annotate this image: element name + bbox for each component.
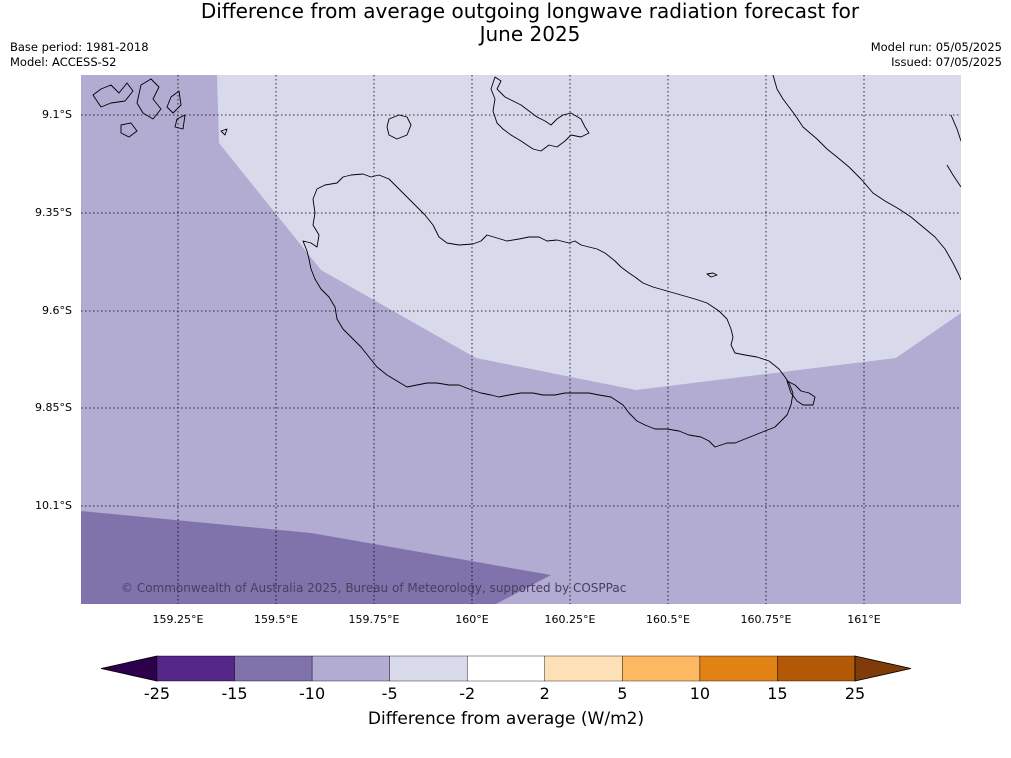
longitude-label: 161°E <box>847 613 881 626</box>
latitude-label: 9.1°S <box>42 108 72 121</box>
colorbar-svg <box>100 655 912 682</box>
longitude-label: 159.5°E <box>254 613 298 626</box>
colorbar-tick-label: -15 <box>221 684 248 703</box>
latitude-label: 10.1°S <box>35 499 72 512</box>
gridlines <box>81 75 961 604</box>
longitude-label: 160°E <box>455 613 489 626</box>
issued-date: Issued: 07/05/2025 <box>891 55 1002 69</box>
colorbar-segment <box>311 655 390 682</box>
coastlines <box>92 75 961 448</box>
colorbar-tick-label: -2 <box>459 684 476 703</box>
colorbar <box>100 654 912 684</box>
meta-left: Base period: 1981-2018 Model: ACCESS-S2 <box>10 40 149 70</box>
longitude-label: 159.75°E <box>348 613 400 626</box>
colorbar-extend-low <box>100 655 158 682</box>
title-line-1: Difference from average outgoing longwav… <box>200 0 860 23</box>
coastline-malaita-north <box>946 114 961 188</box>
latitude-label: 9.85°S <box>35 401 72 414</box>
map-svg <box>81 75 961 604</box>
coastline-eastern-tip <box>786 380 816 406</box>
model-name: Model: ACCESS-S2 <box>10 55 117 69</box>
colorbar-tick-label: 2 <box>539 684 550 703</box>
coastline-florida-islands <box>490 76 590 152</box>
colorbar-extend-high <box>854 655 912 682</box>
colorbar-tick-label: -25 <box>143 684 171 703</box>
longitude-label: 160.75°E <box>740 613 792 626</box>
colorbar-tick-label: -10 <box>299 684 326 703</box>
map-panel <box>81 75 961 604</box>
meta-right: Model run: 05/05/2025 Issued: 07/05/2025 <box>871 40 1002 70</box>
longitude-label: 159.25°E <box>152 613 204 626</box>
coastline-malaita <box>772 75 961 281</box>
latitude-label: 9.35°S <box>35 206 72 219</box>
colorbar-tick-label: 25 <box>844 684 866 703</box>
title-line-2: June 2025 <box>479 22 581 46</box>
base-period: Base period: 1981-2018 <box>10 40 149 54</box>
coastline-nw-islands <box>92 78 228 138</box>
colorbar-tick-label: -5 <box>381 684 398 703</box>
copyright-notice: © Commonwealth of Australia 2025, Bureau… <box>121 581 627 595</box>
colorbar-segment <box>467 655 545 682</box>
fill-region-minus5-minus2 <box>217 75 961 390</box>
colorbar-tick-label: 10 <box>689 684 711 703</box>
colorbar-segment <box>777 655 856 682</box>
fill-region-minus15-minus10 <box>81 511 551 604</box>
colorbar-segment <box>622 655 701 682</box>
colorbar-segment <box>389 655 468 682</box>
model-run-date: Model run: 05/05/2025 <box>870 40 1002 54</box>
colorbar-segment <box>544 655 623 682</box>
colorbar-tick-label: 15 <box>767 684 788 703</box>
colorbar-segment <box>234 655 313 682</box>
colorbar-label: Difference from average (W/m2) <box>367 709 645 729</box>
latitude-label: 9.6°S <box>42 304 72 317</box>
coastline-savo-island <box>386 114 412 140</box>
map-title: Difference from average outgoing longwav… <box>160 0 900 46</box>
coastline-islet <box>706 272 718 278</box>
coastline-guadalcanal <box>302 173 794 448</box>
colorbar-tick-label: 5 <box>617 684 628 703</box>
colorbar-segment <box>699 655 778 682</box>
longitude-label: 160.25°E <box>544 613 596 626</box>
longitude-label: 160.5°E <box>646 613 690 626</box>
colorbar-segment <box>156 655 235 682</box>
